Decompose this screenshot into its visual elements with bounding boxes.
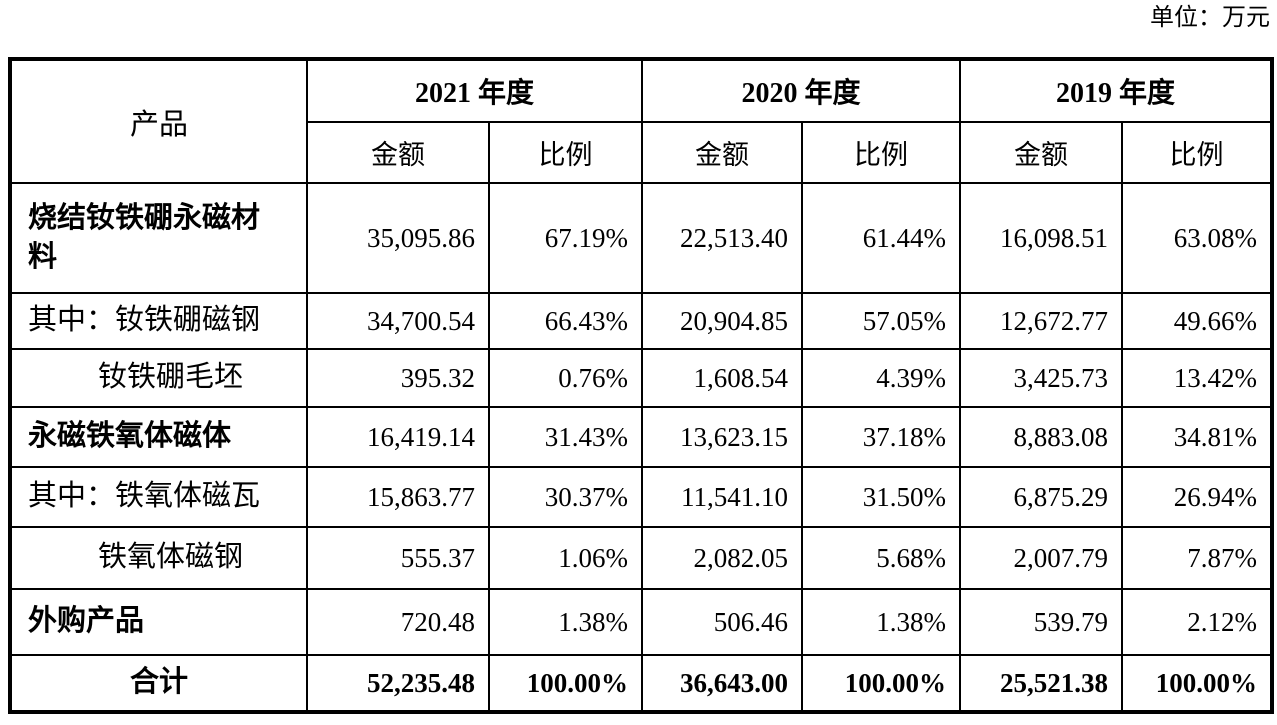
ratio-2019: 63.08%	[1121, 182, 1274, 294]
amount-2021: 15,863.77	[306, 466, 490, 528]
amount-2020: 36,643.00	[641, 654, 804, 713]
amount-2021: 395.32	[306, 348, 490, 408]
row-ferrite-magnet: 永磁铁氧体磁体 16,419.14 31.43% 13,623.15 37.18…	[9, 406, 1274, 468]
ratio-2021: 0.76%	[487, 348, 644, 408]
ratio-header-2021: 比例	[487, 121, 644, 184]
ratio-2019: 26.94%	[1121, 466, 1274, 528]
header-sub-row: 金额 比例 金额 比例 金额 比例	[10, 121, 1274, 184]
amount-2019: 8,883.08	[959, 406, 1124, 468]
amount-2020: 2,082.05	[641, 526, 804, 590]
ratio-2021: 100.00%	[487, 654, 644, 713]
ratio-2021: 1.38%	[487, 588, 644, 656]
ratio-2020: 61.44%	[801, 182, 962, 294]
amount-2021: 16,419.14	[306, 406, 490, 468]
ratio-2019: 100.00%	[1121, 654, 1274, 713]
row-ndfeb-magnet-steel: 其中：钕铁硼磁钢 34,700.54 66.43% 20,904.85 57.0…	[9, 292, 1274, 350]
product-label: 其中：铁氧体磁瓦	[9, 466, 308, 528]
ratio-2021: 67.19%	[487, 182, 644, 294]
ratio-2021: 30.37%	[487, 466, 644, 528]
ratio-2020: 4.39%	[801, 348, 962, 408]
amount-2021: 34,700.54	[306, 292, 490, 350]
row-total: 合计 52,235.48 100.00% 36,643.00 100.00% 2…	[9, 654, 1274, 713]
year-header-2020: 2020 年度	[641, 58, 962, 123]
amount-2021: 555.37	[306, 526, 490, 590]
ratio-2020: 5.68%	[801, 526, 962, 590]
amount-2020: 13,623.15	[641, 406, 804, 468]
amount-header-2020: 金额	[641, 121, 804, 184]
ratio-header-2019: 比例	[1121, 121, 1274, 184]
ratio-2021: 31.43%	[487, 406, 644, 468]
product-column-header: 产品	[9, 58, 308, 184]
amount-2020: 506.46	[641, 588, 804, 656]
amount-2019: 2,007.79	[959, 526, 1124, 590]
ratio-2019: 2.12%	[1121, 588, 1274, 656]
ratio-2020: 37.18%	[801, 406, 962, 468]
product-label: 其中：钕铁硼磁钢	[9, 292, 308, 350]
amount-2021: 720.48	[306, 588, 490, 656]
ratio-2019: 7.87%	[1121, 526, 1274, 590]
amount-2019: 12,672.77	[959, 292, 1124, 350]
amount-2019: 25,521.38	[959, 654, 1124, 713]
product-label: 烧结钕铁硼永磁材料	[9, 182, 308, 294]
amount-2020: 22,513.40	[641, 182, 804, 294]
amount-2019: 539.79	[959, 588, 1124, 656]
ratio-2020: 57.05%	[801, 292, 962, 350]
header-year-row: 产品 2021 年度 2020 年度 2019 年度	[9, 58, 1274, 184]
ratio-2020: 1.38%	[801, 588, 962, 656]
ratio-2019: 49.66%	[1121, 292, 1274, 350]
amount-2021: 35,095.86	[306, 182, 490, 294]
amount-2020: 1,608.54	[641, 348, 804, 408]
ratio-2020: 31.50%	[801, 466, 962, 528]
unit-label: 单位：万元	[1150, 5, 1270, 31]
row-sintered-ndfeb: 烧结钕铁硼永磁材料 35,095.86 67.19% 22,513.40 61.…	[9, 182, 1274, 294]
ratio-2021: 66.43%	[487, 292, 644, 350]
year-header-2019: 2019 年度	[959, 58, 1274, 123]
year-header-2021: 2021 年度	[305, 58, 644, 123]
total-label: 合计	[9, 654, 308, 713]
ratio-header-2020: 比例	[801, 121, 962, 184]
amount-2019: 16,098.51	[959, 182, 1124, 294]
row-ferrite-steel: 铁氧体磁钢 555.37 1.06% 2,082.05 5.68% 2,007.…	[9, 526, 1274, 590]
row-purchased-products: 外购产品 720.48 1.38% 506.46 1.38% 539.79 2.…	[9, 588, 1274, 656]
row-ndfeb-blank: 钕铁硼毛坯 395.32 0.76% 1,608.54 4.39% 3,425.…	[9, 348, 1274, 408]
amount-2020: 11,541.10	[641, 466, 804, 528]
amount-header-2019: 金额	[959, 121, 1124, 184]
row-ferrite-tile: 其中：铁氧体磁瓦 15,863.77 30.37% 11,541.10 31.5…	[9, 466, 1274, 528]
revenue-by-product-table: 产品 2021 年度 2020 年度 2019 年度 金额 比例 金额 比例 金…	[8, 57, 1275, 714]
amount-2021: 52,235.48	[306, 654, 490, 713]
ratio-2019: 34.81%	[1121, 406, 1274, 468]
ratio-2021: 1.06%	[487, 526, 644, 590]
amount-2020: 20,904.85	[641, 292, 804, 350]
amount-header-2021: 金额	[306, 121, 490, 184]
amount-2019: 3,425.73	[959, 348, 1124, 408]
product-label: 钕铁硼毛坯	[9, 348, 308, 408]
product-label: 永磁铁氧体磁体	[9, 406, 308, 468]
product-label: 外购产品	[9, 588, 308, 656]
product-label: 铁氧体磁钢	[9, 526, 308, 590]
amount-2019: 6,875.29	[959, 466, 1124, 528]
ratio-2020: 100.00%	[801, 654, 962, 713]
ratio-2019: 13.42%	[1121, 348, 1274, 408]
